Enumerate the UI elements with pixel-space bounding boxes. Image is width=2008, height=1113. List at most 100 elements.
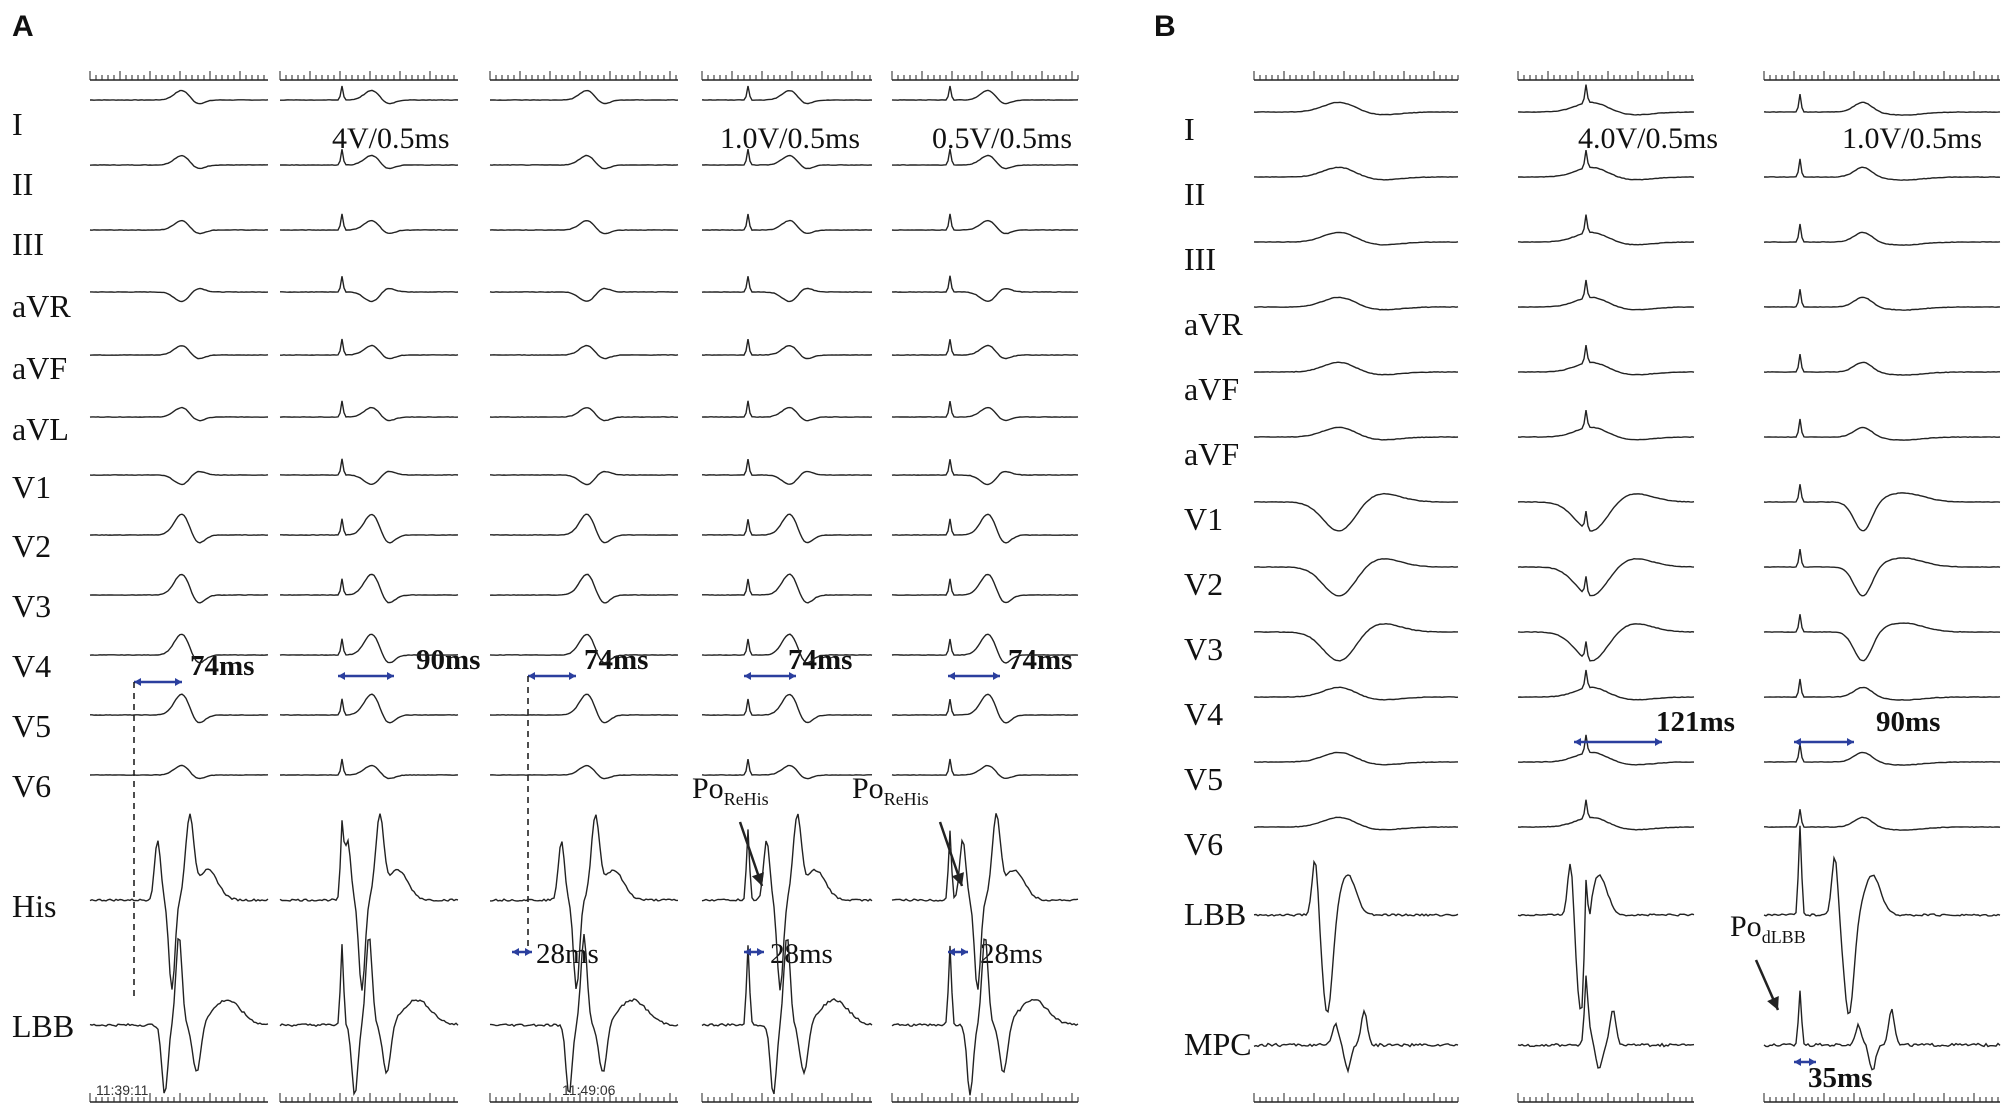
po-sub: ReHis [883, 789, 929, 809]
caliper-end [948, 672, 955, 680]
lead-label: V3 [1184, 631, 1224, 667]
ecg-lead-trace [489, 633, 679, 664]
ecg-lead-trace [279, 149, 459, 170]
lead-label: V6 [1184, 826, 1224, 862]
ruler-ticks [701, 1093, 871, 1102]
ruler-ticks [1253, 71, 1459, 80]
mpc-trace [1517, 975, 1695, 1069]
ecg-lead-trace [279, 400, 459, 422]
ruler-ticks [489, 1093, 677, 1102]
time-stamp: 11:49:06 [562, 1082, 616, 1098]
lead-label: V5 [12, 708, 52, 744]
panel-a-label: A [12, 10, 34, 43]
ruler-ticks [1253, 1093, 1459, 1102]
ruler-ticks [89, 1093, 265, 1102]
ecg-lead-trace [1763, 418, 2001, 441]
caliper-end [744, 672, 751, 680]
lbb-trace [1253, 859, 1459, 1014]
ecg-lead-trace [1254, 166, 1459, 181]
ecg-lead-trace [1254, 426, 1459, 441]
ecg-lead-trace [891, 400, 1079, 422]
lbb-trace [1517, 863, 1695, 1010]
ecg-lead-trace [1763, 353, 2000, 376]
lead-label: II [1184, 176, 1206, 212]
ruler-ticks [891, 71, 1079, 80]
lead-label: V1 [1184, 501, 1224, 537]
ecg-lead-trace [891, 633, 1079, 664]
ecg-lead-trace [489, 764, 679, 780]
ecg-lead-trace [701, 85, 873, 105]
caliper-end [569, 672, 576, 680]
his-trace [891, 813, 1079, 990]
lead-label: I [12, 106, 23, 142]
his-interval-label: 28ms [536, 938, 599, 970]
ecg-lead-trace [1763, 93, 2001, 116]
ecg-lead-trace [89, 154, 269, 170]
caliper-end [525, 948, 532, 956]
ruler-ticks [1517, 1093, 1693, 1102]
lbb-trace [89, 937, 269, 1094]
ecg-lead-trace [1253, 296, 1459, 311]
lbb-trace [1763, 825, 2001, 1015]
ecg-lead-trace [1517, 493, 1695, 532]
ecg-lead-trace [892, 148, 1078, 170]
ecg-lead-trace [1517, 279, 1695, 311]
caliper-end [1794, 1058, 1801, 1066]
ecg-lead-trace [1517, 84, 1695, 116]
ecg-lead-trace [701, 276, 873, 303]
ecg-lead-trace [1253, 231, 1459, 246]
ecg-lead-trace [1253, 361, 1459, 376]
mpc-trace [1253, 1008, 1459, 1074]
ecg-lead-trace [1763, 548, 2001, 597]
ecg-lead-trace [89, 219, 269, 235]
lead-label: aVF [1184, 436, 1240, 472]
caliper-end [744, 948, 751, 956]
ecg-lead-trace [891, 573, 1079, 604]
ecg-lead-trace [891, 275, 1079, 303]
ecg-lead-trace [1517, 623, 1695, 662]
stimulus-label: 1.0V/0.5ms [720, 122, 861, 155]
ecg-lead-trace [280, 276, 459, 303]
caliper-end [134, 678, 141, 686]
ecg-lead-trace [1517, 734, 1694, 766]
ecg-lead-trace [279, 573, 459, 604]
ecg-lead-trace [280, 338, 459, 360]
caliper-end [387, 672, 394, 680]
annotations [133, 676, 1780, 1011]
panel-b-label: B [1154, 10, 1176, 43]
lead-label: aVL [12, 411, 69, 447]
ecg-lead-trace [701, 148, 873, 170]
ecg-lead-trace [489, 407, 678, 422]
ruler-ticks [1763, 71, 1999, 80]
stimulus-label: 0.5V/0.5ms [932, 122, 1073, 155]
ecg-lead-trace [702, 513, 873, 544]
caliper-end [789, 672, 796, 680]
ecg-lead-trace [489, 344, 679, 360]
lbb-trace [279, 938, 459, 1096]
ecg-lead-trace [1763, 743, 2001, 766]
ecg-lead-trace [1517, 409, 1695, 441]
ruler-ticks [1517, 71, 1693, 80]
lead-label: LBB [12, 1008, 75, 1044]
lead-label: V4 [12, 648, 52, 684]
lead-label: III [12, 226, 44, 262]
time-rulers [89, 71, 2000, 1103]
lead-label: III [1184, 241, 1216, 277]
caliper-end [961, 948, 968, 956]
ecg-lead-trace [701, 400, 873, 422]
ecg-lead-trace [1517, 669, 1695, 701]
ecg-lead-trace [1253, 751, 1458, 766]
ecg-lead-trace [489, 693, 678, 724]
ecg-lead-trace [490, 513, 679, 544]
lbb-trace [891, 938, 1079, 1096]
ecg-lead-trace [489, 470, 679, 486]
ecg-lead-trace [489, 219, 678, 235]
ecg-lead-trace [279, 458, 459, 486]
ecg-lead-trace [1254, 816, 1459, 831]
ecg-lead-trace [891, 213, 1079, 235]
ecg-lead-trace [89, 406, 269, 422]
arrow-head [951, 872, 964, 886]
ecg-lead-trace [891, 339, 1079, 360]
lead-label: I [1184, 111, 1195, 147]
caliper-end [528, 672, 535, 680]
